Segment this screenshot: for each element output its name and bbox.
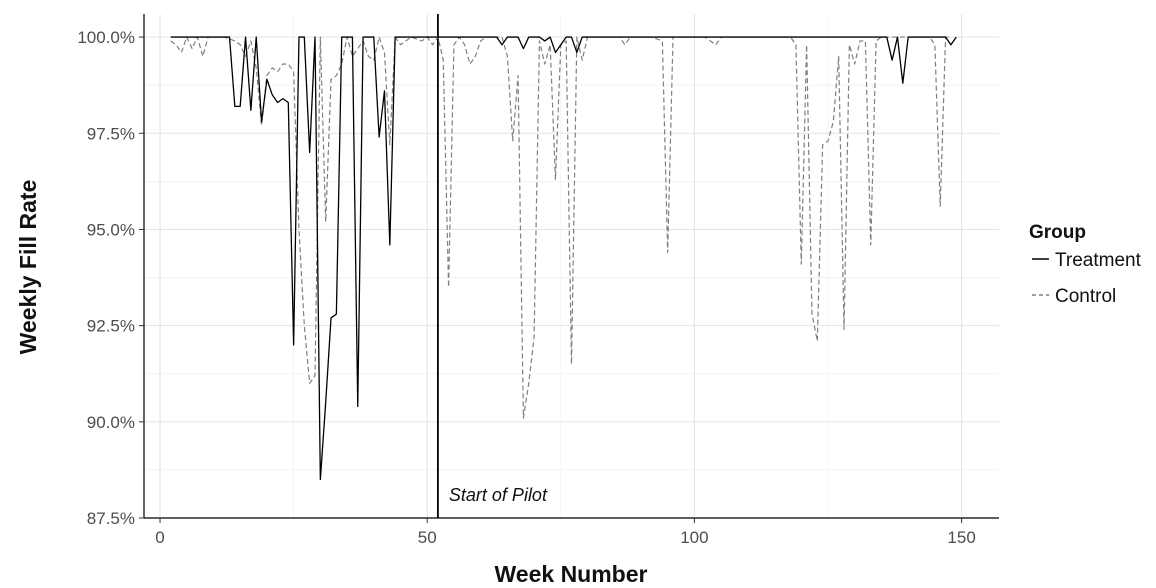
y-axis-title: Weekly Fill Rate: [15, 180, 41, 355]
axes: [143, 14, 999, 519]
x-tick-label-3: 150: [947, 528, 975, 547]
x-tick-label-1: 50: [418, 528, 437, 547]
y-tick-label-2: 92.5%: [87, 317, 135, 336]
series-line-treatment: [170, 36, 957, 481]
ticks: 0 50 100 150 87.5% 90.0% 92.5% 95.0% 97.5% 100.0%: [77, 28, 975, 547]
legend-label-treatment: Treatment: [1055, 250, 1142, 271]
y-tick-label-0: 87.5%: [87, 509, 135, 528]
y-tick-label-3: 95.0%: [87, 220, 135, 239]
series-line-control: [170, 36, 951, 419]
legend-title: Group: [1029, 222, 1086, 243]
legend-label-control: Control: [1055, 286, 1116, 307]
y-tick-label-4: 97.5%: [87, 124, 135, 143]
y-tick-label-1: 90.0%: [87, 413, 135, 432]
x-axis-title: Week Number: [495, 561, 648, 587]
x-tick-label-0: 0: [155, 528, 164, 547]
annotation-text: Start of Pilot: [449, 485, 548, 505]
legend: Group Treatment Control: [1029, 222, 1142, 307]
x-tick-label-2: 100: [680, 528, 708, 547]
series-layer: [170, 36, 957, 481]
y-tick-label-5: 100.0%: [77, 28, 135, 47]
